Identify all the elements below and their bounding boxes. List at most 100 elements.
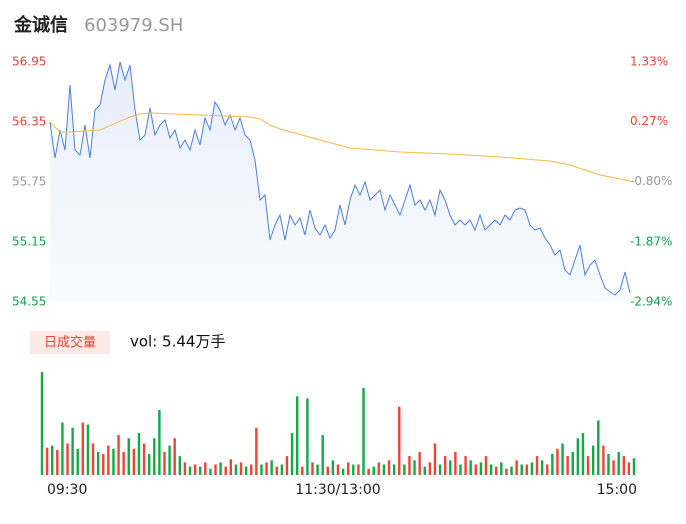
volume-bar bbox=[112, 448, 115, 475]
volume-bar bbox=[479, 462, 483, 475]
volume-bar bbox=[270, 460, 273, 475]
volume-bar bbox=[617, 451, 620, 475]
volume-bar bbox=[321, 435, 324, 475]
volume-bar bbox=[505, 468, 508, 475]
volume-bar bbox=[142, 443, 146, 475]
volume-bar bbox=[607, 454, 610, 475]
volume-bar bbox=[127, 438, 130, 475]
volume-bar bbox=[510, 466, 513, 475]
y2-tick-label: -2.94% bbox=[630, 295, 672, 309]
volume-bar bbox=[612, 460, 615, 475]
y2-tick-label: -0.80% bbox=[630, 174, 672, 188]
volume-bar bbox=[219, 462, 222, 475]
y-tick-label: 56.35 bbox=[12, 115, 46, 129]
volume-bar bbox=[45, 447, 49, 475]
volume-bar bbox=[408, 456, 411, 475]
volume-bar bbox=[209, 468, 212, 475]
volume-bar bbox=[433, 443, 437, 475]
volume-bar bbox=[489, 464, 493, 475]
volume-bar bbox=[561, 443, 564, 475]
volume-bar bbox=[362, 387, 365, 475]
volume-bar bbox=[316, 464, 319, 475]
y-tick-label: 54.55 bbox=[12, 295, 46, 309]
volume-bar bbox=[515, 460, 518, 475]
volume-bar bbox=[418, 451, 421, 475]
volume-bar bbox=[122, 451, 125, 475]
volume-bar bbox=[193, 464, 197, 475]
volume-bar bbox=[336, 464, 340, 475]
volume-bar bbox=[183, 462, 187, 475]
volume-bar bbox=[632, 458, 636, 475]
volume-bar bbox=[372, 466, 375, 475]
y-tick-label: 56.95 bbox=[12, 55, 46, 69]
volume-bar bbox=[199, 466, 202, 475]
volume-bar bbox=[459, 464, 462, 475]
volume-bar bbox=[591, 445, 595, 475]
volume-bar bbox=[377, 462, 381, 475]
volume-bar bbox=[285, 456, 289, 475]
volume-bar bbox=[581, 433, 585, 475]
volume-bar bbox=[484, 456, 488, 475]
volume-tab[interactable] bbox=[30, 331, 110, 354]
volume-bar bbox=[576, 438, 580, 475]
x-tick-label: 11:30/13:00 bbox=[295, 482, 380, 498]
volume-bar bbox=[474, 464, 477, 475]
volume-bar bbox=[556, 448, 559, 475]
volume-bar bbox=[347, 462, 350, 475]
volume-bar bbox=[551, 454, 554, 475]
volume-bar bbox=[602, 445, 605, 475]
volume-bar bbox=[76, 448, 79, 475]
volume-bar bbox=[311, 462, 314, 475]
volume-bar bbox=[158, 409, 161, 475]
volume-bar bbox=[392, 464, 396, 475]
volume-bar bbox=[413, 460, 416, 475]
volume-bar bbox=[469, 460, 472, 475]
stock-code: 603979.SH bbox=[84, 15, 183, 36]
volume-bar bbox=[260, 464, 263, 475]
volume-bar bbox=[627, 462, 631, 475]
volume-bar bbox=[66, 443, 69, 475]
volume-bar bbox=[566, 456, 569, 475]
volume-tab-label[interactable]: 日成交量 bbox=[44, 335, 96, 351]
volume-bar bbox=[443, 456, 447, 475]
volume-total: vol: 5.44万手 bbox=[130, 333, 225, 351]
volume-bar bbox=[229, 459, 233, 475]
volume-bar bbox=[204, 462, 207, 475]
volume-bar bbox=[275, 466, 278, 475]
price-line bbox=[49, 61, 631, 296]
price-area bbox=[50, 62, 630, 302]
volume-bar bbox=[224, 466, 227, 475]
volume-bar bbox=[173, 438, 176, 475]
volume-bar bbox=[163, 451, 166, 475]
volume-bar bbox=[622, 456, 625, 475]
volume-bar bbox=[91, 443, 95, 475]
volume-bar bbox=[306, 398, 309, 475]
volume-bar bbox=[132, 448, 136, 475]
volume-bar bbox=[398, 406, 401, 475]
volume-bar bbox=[234, 464, 238, 475]
volume-bar bbox=[40, 372, 44, 475]
volume-bar bbox=[387, 460, 391, 475]
volume-bar bbox=[61, 422, 64, 475]
volume-bar bbox=[301, 466, 304, 475]
volume-bar bbox=[86, 424, 90, 475]
volume-bar bbox=[81, 422, 85, 475]
y-tick-label: 55.15 bbox=[12, 235, 46, 249]
volume-bar bbox=[137, 433, 141, 475]
volume-bar bbox=[464, 456, 467, 475]
volume-bar bbox=[540, 460, 544, 475]
volume-bar bbox=[255, 427, 258, 475]
volume-bar bbox=[244, 466, 248, 475]
volume-bar bbox=[96, 451, 100, 475]
stock-name: 金诚信 bbox=[13, 14, 68, 36]
volume-bar bbox=[520, 464, 523, 475]
volume-bar bbox=[423, 466, 426, 475]
volume-bar bbox=[102, 454, 105, 475]
volume-bar bbox=[295, 396, 299, 475]
volume-bar bbox=[546, 464, 549, 475]
volume-bar bbox=[382, 464, 386, 475]
volume-bar bbox=[239, 462, 243, 475]
volume-bar bbox=[290, 433, 294, 475]
volume-bar bbox=[71, 427, 74, 475]
